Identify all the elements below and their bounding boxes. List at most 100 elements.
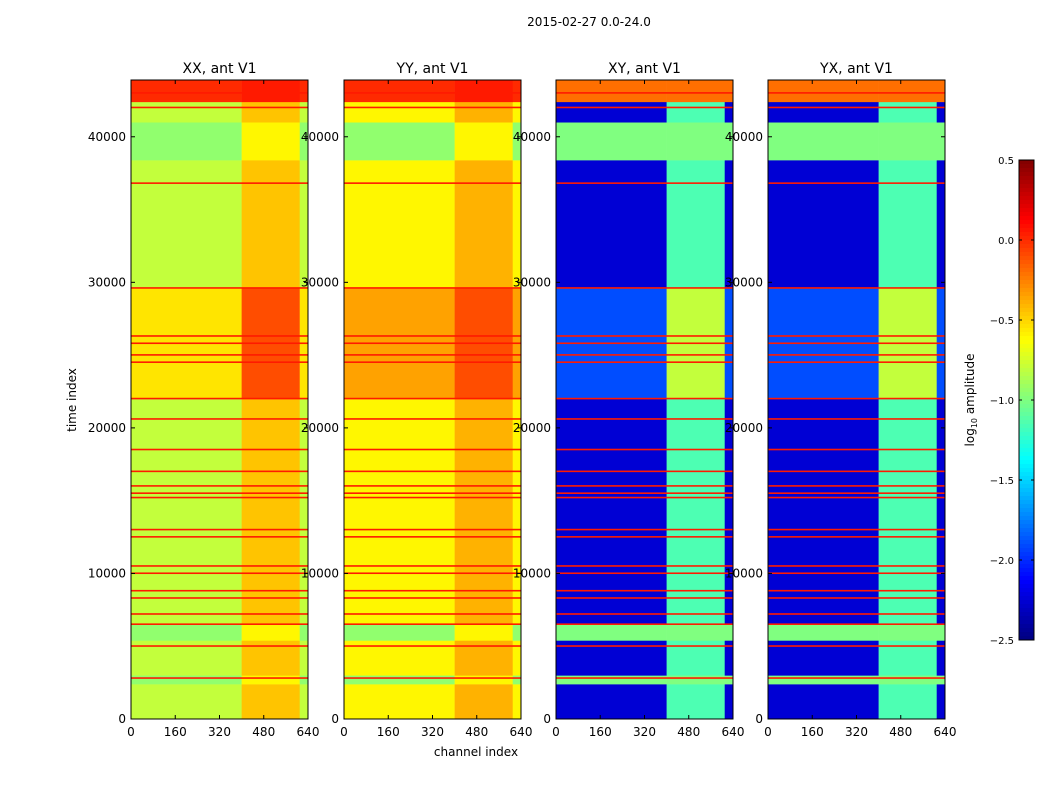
flagged-row [768,106,945,109]
heatmap-cell [724,398,734,625]
y-tick-label: 20000 [88,421,126,435]
colorbar-segment [1019,592,1034,597]
flagged-row [344,496,521,499]
heatmap-cell [344,101,455,123]
colorbar-segment [1019,200,1034,205]
colorbar-segment [1019,296,1034,301]
colorbar-segment [1019,608,1034,613]
heatmap-cell [241,684,301,720]
y-tick-label: 10000 [301,566,339,580]
y-tick-label: 10000 [88,566,126,580]
heatmap-cell [299,101,309,123]
colorbar-segment [1019,208,1034,213]
heatmap-cell [666,80,726,103]
flagged-row [131,397,308,400]
heatmap-cell [512,80,522,103]
colorbar-segment [1019,304,1034,309]
colorbar-segment [1019,600,1034,605]
heatmap-cell [936,122,946,161]
colorbar-segment [1019,420,1034,425]
colorbar-segment [1019,212,1034,217]
colorbar-segment [1019,424,1034,429]
colorbar-segment [1019,508,1034,513]
flagged-row [344,589,521,592]
y-tick-label: 30000 [301,275,339,289]
flagged-row [131,361,308,363]
flagged-row [344,418,521,420]
colorbar-segment [1019,188,1034,193]
colorbar-segment [1019,588,1034,593]
colorbar-segment [1019,252,1034,257]
flagged-row [768,342,945,345]
flagged-row [131,106,308,109]
heatmap-cell [556,80,667,103]
x-tick-label: 640 [297,725,320,739]
y-tick-label: 40000 [88,130,126,144]
y-tick-label: 10000 [513,566,551,580]
colorbar-segment [1019,248,1034,253]
flagged-row [768,565,945,567]
heatmap-cell [724,684,734,720]
heatmap-cell [556,160,667,289]
heatmap-cell [878,122,938,161]
y-tick-label: 20000 [513,421,551,435]
colorbar-segment [1019,560,1034,565]
flagged-row [131,354,308,356]
x-tick-label: 320 [421,725,444,739]
flagged-row [556,528,733,531]
heatmap-cell [131,160,242,289]
heatmap-cell [454,80,514,103]
heatmap-cell [299,80,309,103]
colorbar-segment [1019,244,1034,249]
colorbar-segment [1019,432,1034,437]
colorbar-segment [1019,352,1034,357]
heatmap-cell [666,684,726,720]
y-tick-label: 40000 [301,130,339,144]
flagged-row [344,92,521,94]
flagged-row [768,528,945,531]
heatmap-cell [512,640,522,676]
colorbar-segment [1019,548,1034,553]
heatmap-cell [878,675,938,685]
heatmap-cell [768,80,879,103]
x-tick-label: 480 [465,725,488,739]
flagged-row [131,418,308,420]
heatmap-cell [556,624,667,641]
x-tick-label: 160 [801,725,824,739]
colorbar-segment [1019,476,1034,481]
colorbar-segment [1019,232,1034,237]
colorbar-segment [1019,412,1034,417]
flagged-row [768,492,945,494]
flagged-row [768,572,945,575]
flagged-row [556,496,733,499]
heatmap-cell [131,101,242,123]
heatmap-cell [512,160,522,289]
colorbar-segment [1019,180,1034,185]
flagged-row [344,677,521,679]
colorbar-segment [1019,408,1034,413]
flagged-row [768,677,945,679]
colorbar-segment [1019,620,1034,625]
heatmap-cell [454,398,514,625]
flagged-row [131,335,308,337]
flagged-row [131,448,308,451]
flagged-row [768,335,945,337]
y-tick-label: 0 [118,712,126,726]
flagged-row [344,335,521,337]
flagged-row [344,470,521,473]
flagged-row [131,613,308,615]
flagged-row [556,485,733,487]
colorbar-segment [1019,372,1034,377]
flagged-row [344,536,521,538]
heatmap-cell [299,122,309,161]
x-tick-label: 640 [510,725,533,739]
flagged-row [344,448,521,451]
colorbar-segment [1019,572,1034,577]
colorbar-segment [1019,552,1034,557]
flagged-row [556,536,733,538]
colorbar-segment [1019,416,1034,421]
heatmap-cell [299,398,309,625]
x-tick-label: 480 [677,725,700,739]
x-tick-label: 320 [845,725,868,739]
flagged-row [344,623,521,625]
